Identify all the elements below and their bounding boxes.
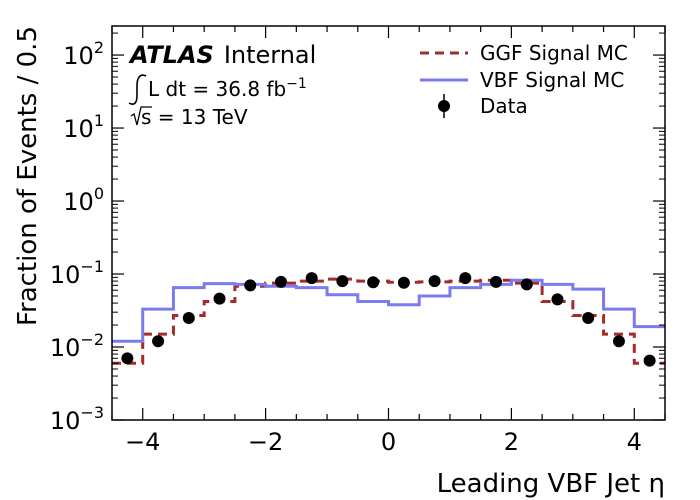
y-tick-label: 10−1 <box>50 257 104 289</box>
data-point <box>643 354 656 367</box>
legend-ggf-label: GGF Signal MC <box>480 41 628 65</box>
y-tick-label: 100 <box>63 184 104 216</box>
data-point <box>428 275 441 288</box>
atlas-label: ATLAS Internal <box>128 41 316 69</box>
series-line-1 <box>112 278 665 343</box>
data-point <box>397 276 410 289</box>
data-point <box>121 352 134 365</box>
x-tick-label: 2 <box>504 428 519 456</box>
x-tick-label: 4 <box>627 428 642 456</box>
y-tick-label: 10−2 <box>50 330 104 362</box>
data-point <box>459 272 472 285</box>
data-point <box>582 311 595 324</box>
y-tick-label: 10−3 <box>50 403 104 435</box>
data-point <box>274 275 287 288</box>
y-axis-label: Fraction of Events / 0.5 <box>13 26 43 326</box>
series-line-0 <box>112 277 665 365</box>
x-tick-label: −2 <box>248 428 283 456</box>
data-point <box>612 335 625 348</box>
y-tick-label: 101 <box>63 111 104 143</box>
data-point <box>490 275 503 288</box>
data-point <box>551 293 564 306</box>
data-point <box>336 275 349 288</box>
data-point <box>244 279 257 292</box>
legend-vbf-label: VBF Signal MC <box>480 68 624 92</box>
data-point <box>520 278 533 291</box>
data-point <box>305 272 318 285</box>
x-axis-label: Leading VBF Jet η <box>437 469 665 499</box>
data-point <box>152 335 165 348</box>
sqrt-symbol <box>130 106 152 126</box>
x-tick-label: 0 <box>381 428 396 456</box>
data-point <box>367 276 380 289</box>
luminosity-label: L dt = 36.8 fb−1 <box>148 76 307 101</box>
integral-symbol <box>128 74 147 105</box>
legend-data-marker <box>438 100 450 112</box>
data-point <box>182 311 195 324</box>
y-tick-label: 102 <box>63 38 104 70</box>
legend-data-label: Data <box>480 94 528 118</box>
data-point <box>213 292 226 305</box>
x-tick-label: −4 <box>125 428 160 456</box>
energy-label: s = 13 TeV <box>141 105 248 129</box>
